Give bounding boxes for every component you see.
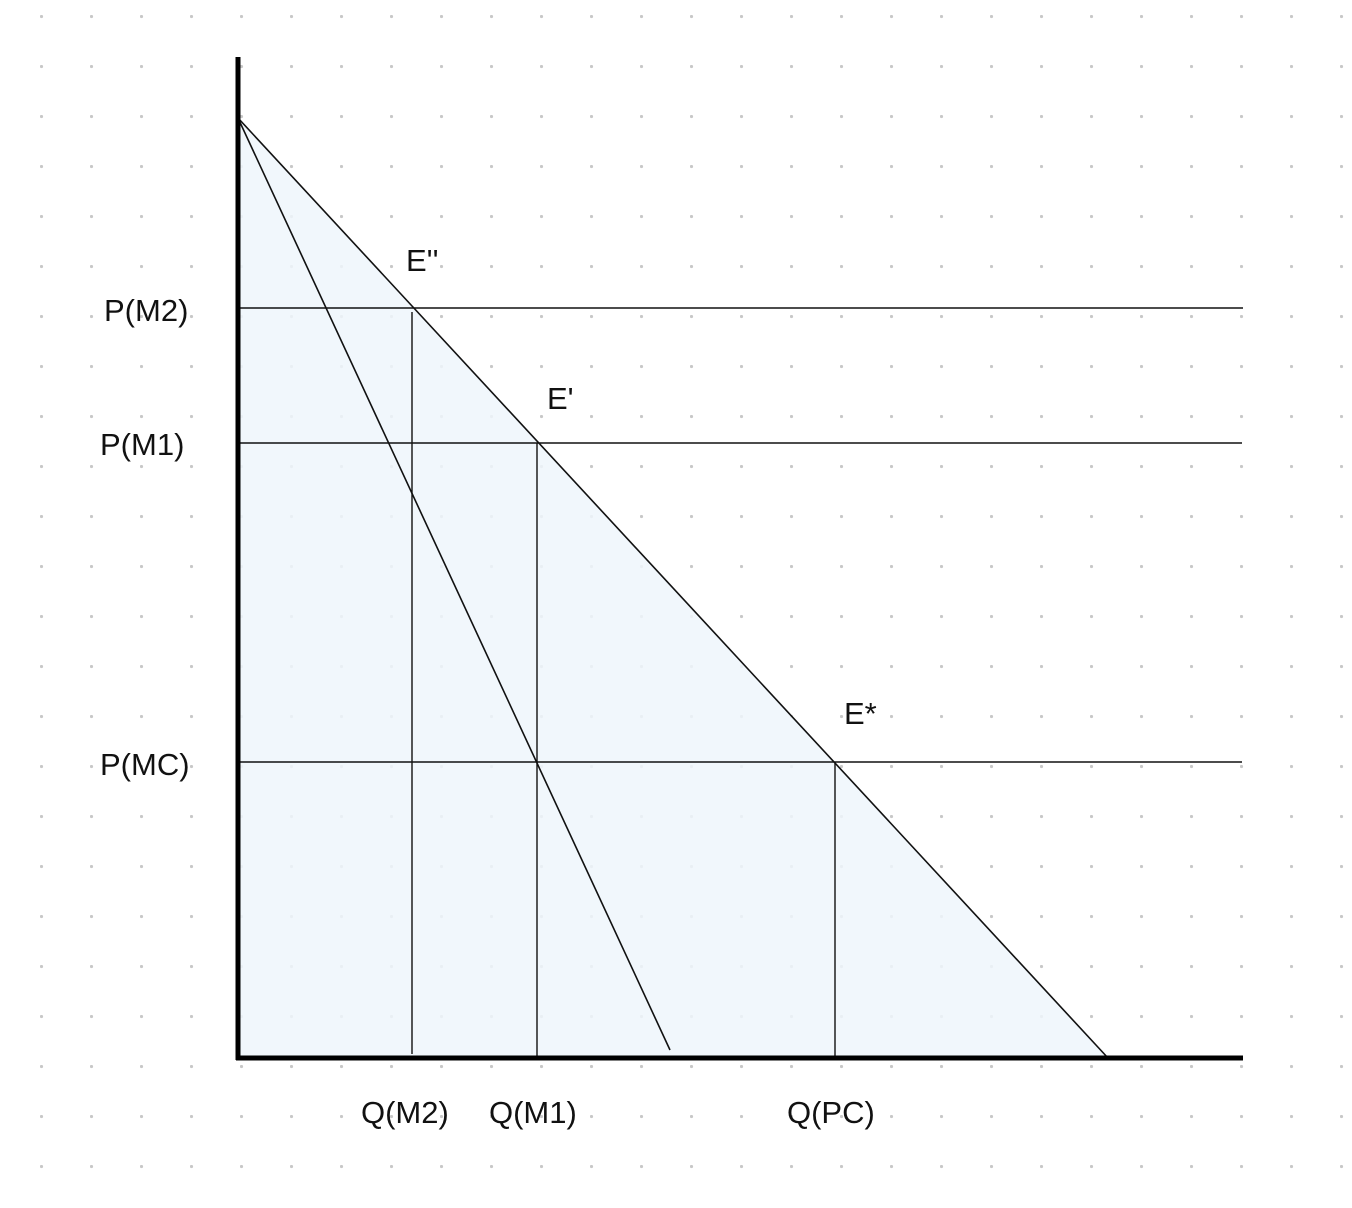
label-p-mc: P(MC) — [100, 747, 190, 782]
label-p-m1: P(M1) — [100, 427, 184, 462]
label-e-double-prime: E'' — [406, 243, 439, 278]
label-q-pc: Q(PC) — [787, 1095, 875, 1130]
label-e-star: E* — [844, 696, 877, 731]
demand-curve — [237, 117, 1109, 1059]
marginal-revenue-curve — [237, 117, 671, 1051]
label-e-prime: E' — [547, 381, 574, 416]
label-p-m2: P(M2) — [104, 293, 188, 328]
label-q-m2: Q(M2) — [361, 1095, 449, 1130]
label-q-m1: Q(M1) — [489, 1095, 577, 1130]
